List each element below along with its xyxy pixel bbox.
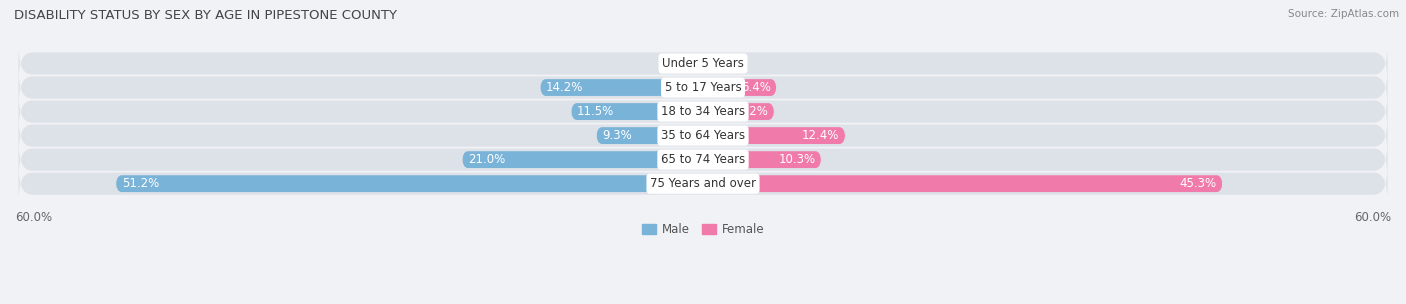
FancyBboxPatch shape xyxy=(703,127,845,144)
FancyBboxPatch shape xyxy=(703,151,821,168)
Text: 18 to 34 Years: 18 to 34 Years xyxy=(661,105,745,118)
FancyBboxPatch shape xyxy=(571,103,703,120)
FancyBboxPatch shape xyxy=(18,142,1388,178)
Text: 0.0%: 0.0% xyxy=(664,57,693,70)
FancyBboxPatch shape xyxy=(18,94,1388,129)
FancyBboxPatch shape xyxy=(703,79,776,96)
FancyBboxPatch shape xyxy=(596,127,703,144)
FancyBboxPatch shape xyxy=(115,175,703,192)
Text: 0.0%: 0.0% xyxy=(713,57,742,70)
Text: 11.5%: 11.5% xyxy=(576,105,614,118)
Text: 35 to 64 Years: 35 to 64 Years xyxy=(661,129,745,142)
Text: 21.0%: 21.0% xyxy=(468,153,505,166)
Text: Source: ZipAtlas.com: Source: ZipAtlas.com xyxy=(1288,9,1399,19)
Text: 10.3%: 10.3% xyxy=(779,153,815,166)
Text: Under 5 Years: Under 5 Years xyxy=(662,57,744,70)
Legend: Male, Female: Male, Female xyxy=(641,223,765,236)
Text: 75 Years and over: 75 Years and over xyxy=(650,177,756,190)
Text: 65 to 74 Years: 65 to 74 Years xyxy=(661,153,745,166)
FancyBboxPatch shape xyxy=(540,79,703,96)
FancyBboxPatch shape xyxy=(463,151,703,168)
FancyBboxPatch shape xyxy=(18,70,1388,105)
Text: 9.3%: 9.3% xyxy=(602,129,631,142)
FancyBboxPatch shape xyxy=(18,118,1388,154)
Text: 6.4%: 6.4% xyxy=(741,81,770,94)
Text: 12.4%: 12.4% xyxy=(801,129,839,142)
FancyBboxPatch shape xyxy=(18,46,1388,81)
FancyBboxPatch shape xyxy=(703,175,1222,192)
Text: 5 to 17 Years: 5 to 17 Years xyxy=(665,81,741,94)
Text: 60.0%: 60.0% xyxy=(15,211,52,223)
Text: 60.0%: 60.0% xyxy=(1354,211,1391,223)
Text: 14.2%: 14.2% xyxy=(546,81,583,94)
FancyBboxPatch shape xyxy=(18,166,1388,202)
Text: 6.2%: 6.2% xyxy=(738,105,768,118)
Text: DISABILITY STATUS BY SEX BY AGE IN PIPESTONE COUNTY: DISABILITY STATUS BY SEX BY AGE IN PIPES… xyxy=(14,9,396,22)
FancyBboxPatch shape xyxy=(703,103,775,120)
Text: 45.3%: 45.3% xyxy=(1180,177,1216,190)
Text: 51.2%: 51.2% xyxy=(122,177,159,190)
